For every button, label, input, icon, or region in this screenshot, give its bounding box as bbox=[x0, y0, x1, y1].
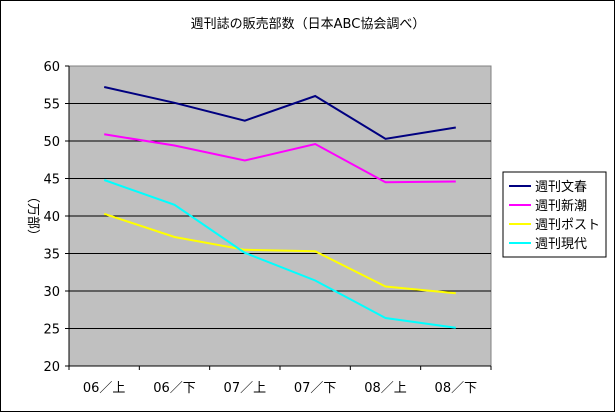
series-line-1 bbox=[104, 133, 456, 184]
x-axis-ticks: 06／上 06／下 07／上 07／下 08／上 08／下 bbox=[68, 365, 492, 396]
legend-label-0: 週刊文春 bbox=[535, 180, 587, 195]
legend-label-3: 週刊現代 bbox=[535, 237, 587, 252]
y-tick-label: 35 bbox=[43, 248, 60, 263]
y-tick-label: 60 bbox=[43, 60, 60, 75]
x-tick-label: 06／下 bbox=[153, 381, 196, 396]
y-tick-label: 50 bbox=[43, 135, 60, 150]
y-tick-label: 20 bbox=[43, 360, 60, 375]
y-tick-label: 25 bbox=[43, 323, 60, 338]
legend-label-2: 週刊ポスト bbox=[535, 218, 600, 233]
x-tick-label: 07／下 bbox=[294, 381, 337, 396]
x-tick-label: 08／上 bbox=[364, 381, 407, 396]
grid-lines bbox=[69, 103, 491, 329]
series-lines bbox=[103, 86, 456, 329]
y-axis-ticks: 20 25 30 35 40 45 50 55 60 bbox=[43, 60, 70, 375]
series-line-0 bbox=[103, 86, 456, 140]
y-tick-label: 45 bbox=[43, 173, 60, 188]
y-tick-label: 30 bbox=[43, 285, 60, 300]
x-tick-label: 06／上 bbox=[83, 381, 126, 396]
y-tick-label: 55 bbox=[43, 98, 60, 113]
legend-label-1: 週刊新潮 bbox=[535, 198, 587, 214]
series-line-3 bbox=[103, 179, 456, 329]
series-line-2 bbox=[103, 212, 456, 295]
x-tick-label: 08／下 bbox=[435, 381, 478, 396]
chart-title: 週刊誌の販売部数（日本ABC協会調べ） bbox=[191, 16, 426, 32]
x-tick-label: 07／上 bbox=[224, 381, 267, 396]
y-axis-label: （万部） bbox=[25, 190, 40, 242]
y-tick-label: 40 bbox=[43, 210, 60, 225]
